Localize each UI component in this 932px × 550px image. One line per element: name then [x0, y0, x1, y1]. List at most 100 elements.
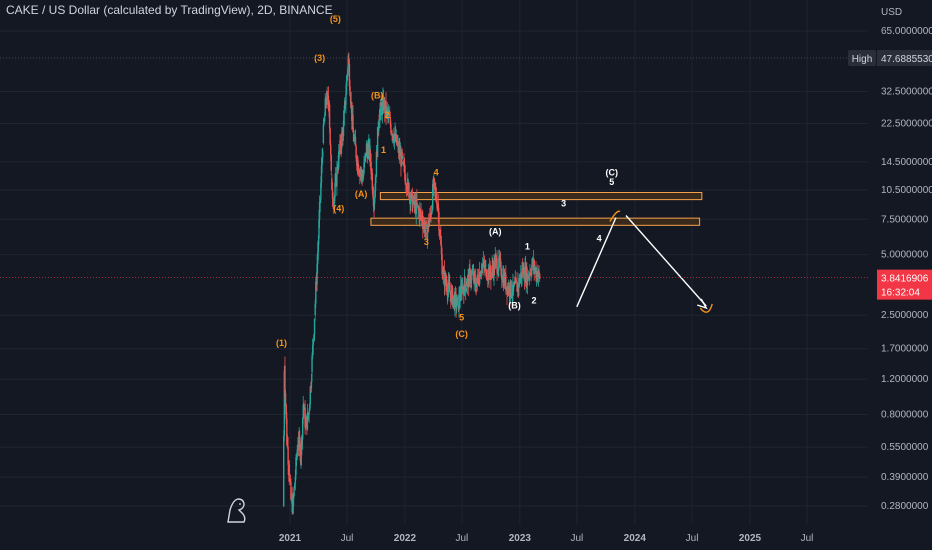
candle-body	[460, 285, 463, 287]
candle-body	[380, 101, 382, 107]
high-value-box	[877, 50, 932, 67]
candle-body	[321, 157, 323, 166]
candle-body	[434, 182, 436, 191]
candle-body	[499, 258, 501, 262]
candle-body	[322, 151, 324, 158]
candle-body	[534, 269, 536, 271]
candle-body	[387, 113, 390, 116]
current-price-badge	[877, 269, 932, 300]
candle-body	[299, 436, 301, 445]
candle-body	[315, 281, 317, 304]
candle-body	[444, 274, 447, 283]
resistance-zone	[379, 191, 703, 201]
candle-body	[465, 288, 468, 292]
countdown-value: 16:32:04	[881, 288, 920, 299]
wave-label: 2	[384, 110, 389, 120]
candle-body	[336, 167, 338, 186]
candle-body	[286, 439, 289, 447]
candle-body	[342, 120, 345, 137]
candle-body	[369, 153, 372, 163]
candle-body	[334, 183, 336, 198]
candle-body	[492, 265, 494, 270]
candle-body	[435, 190, 437, 193]
x-tick-label: Jul	[570, 533, 583, 544]
candle-body	[475, 286, 477, 293]
candle-body	[405, 183, 407, 186]
candle-body	[436, 201, 438, 209]
candle-body	[349, 95, 352, 104]
candle-body	[440, 235, 442, 245]
candle-body	[309, 386, 311, 405]
candle-body	[311, 345, 314, 357]
candle-body	[372, 196, 375, 206]
candle-body	[513, 283, 515, 287]
candle-body	[362, 173, 365, 179]
candle-body	[423, 222, 426, 233]
candle-body	[528, 275, 530, 277]
candle-body	[390, 124, 392, 133]
candle-body	[327, 93, 329, 96]
candle-body	[363, 158, 366, 163]
candle-body	[320, 182, 322, 199]
candle-body	[360, 169, 363, 176]
candle-body	[460, 285, 462, 301]
x-tick-label: 2024	[624, 533, 647, 544]
x-tick-label: 2025	[739, 533, 762, 544]
candle-body	[336, 167, 339, 170]
candle-body	[425, 221, 427, 229]
wave-label: 3	[561, 198, 566, 208]
y-tick-label: 1.7000000	[881, 344, 929, 355]
candle-body	[353, 139, 355, 142]
x-tick-label: 2021	[279, 533, 302, 544]
candle-body	[474, 277, 477, 287]
candle-body	[447, 288, 449, 296]
wave-label: 4	[434, 167, 439, 177]
candle-body	[432, 184, 434, 209]
wave-label: (B)	[508, 300, 521, 310]
candle-body	[416, 203, 419, 205]
candle-body	[508, 285, 511, 297]
candle-body	[461, 286, 463, 296]
candle-body	[483, 261, 485, 266]
candle-body	[499, 258, 502, 260]
candle-body	[386, 107, 388, 111]
y-tick-label: 14.5000000	[881, 157, 932, 168]
candle-body	[498, 256, 500, 271]
candle-body	[497, 270, 499, 274]
candle-body	[513, 283, 516, 285]
candle-body	[431, 208, 433, 212]
y-tick-label: 1.2000000	[881, 374, 929, 385]
candle-body	[507, 286, 509, 294]
candle-body	[302, 405, 304, 419]
candle-body	[464, 277, 466, 286]
wave-label: (A)	[489, 227, 502, 237]
time-axis[interactable]: 2021 Jul 2022 Jul 2023 Jul 2024 Jul 2025 Jul	[279, 533, 814, 544]
x-tick-label: Jul	[341, 533, 354, 544]
candle-body	[320, 165, 323, 183]
candle-body	[458, 295, 460, 311]
y-tick-label: 65.0000000	[881, 26, 932, 37]
wave-label: (4)	[333, 204, 344, 214]
candle-body	[289, 479, 292, 482]
candle-body	[324, 98, 326, 116]
y-tick-label: 0.3900000	[881, 472, 929, 483]
candle-body	[293, 487, 295, 497]
candle-body	[457, 296, 459, 298]
candle-body	[294, 476, 297, 484]
candle-body	[490, 272, 493, 275]
candle-body	[313, 334, 315, 341]
candle-body	[365, 143, 368, 158]
candle-body	[284, 365, 286, 394]
candle-body	[375, 177, 377, 184]
candle-body	[340, 148, 342, 150]
candle-body	[452, 298, 454, 306]
price-axis[interactable]: USD 65.0000000 32.5000000 22.5000000 14.5000…	[881, 7, 932, 512]
candle-body	[415, 198, 417, 215]
candle-body	[469, 270, 472, 284]
candle-body	[379, 101, 382, 111]
candle-body	[422, 224, 425, 229]
candle-body	[294, 483, 296, 488]
candle-body	[396, 143, 399, 145]
